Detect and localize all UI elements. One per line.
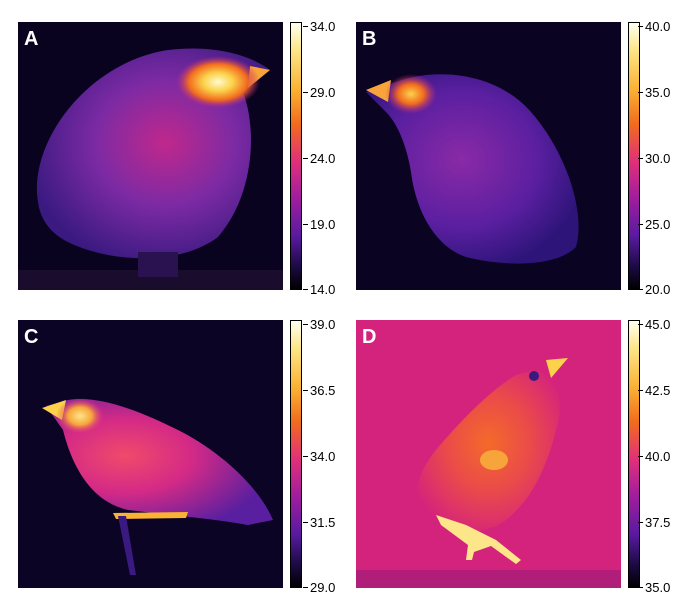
bird-thermal-b [356, 22, 621, 290]
bird-thermal-d [356, 320, 621, 588]
colorbar-b [628, 22, 640, 290]
tick-b-1: 35.0 [637, 85, 671, 100]
tick-d-3: 37.5 [637, 515, 671, 530]
colorbar-d [628, 320, 640, 588]
tick-c-1: 36.5 [302, 383, 336, 398]
thermal-image-d: D [356, 320, 621, 588]
tick-d-4: 35.0 [637, 580, 671, 595]
tick-a-1: 29.0 [302, 85, 336, 100]
panel-label-c: C [24, 326, 39, 348]
tick-c-3: 31.5 [302, 515, 336, 530]
tick-a-4: 14.0 [302, 282, 336, 297]
panel-label-b: B [362, 28, 377, 50]
colorbar-a [290, 22, 302, 290]
thermal-image-a: A [18, 22, 283, 290]
tick-d-1: 42.5 [637, 383, 671, 398]
tick-c-4: 29.0 [302, 580, 336, 595]
colorbar-c [290, 320, 302, 588]
bird-thermal-a [18, 22, 283, 290]
panel-label-d: D [362, 326, 377, 348]
tick-b-0: 40.0 [637, 19, 671, 34]
tick-a-3: 19.0 [302, 217, 336, 232]
thermal-image-c: C [18, 320, 283, 588]
bird-thermal-c [18, 320, 283, 588]
thermal-image-b: B [356, 22, 621, 290]
tick-c-0: 39.0 [302, 317, 336, 332]
tick-a-2: 24.0 [302, 151, 336, 166]
tick-d-0: 45.0 [637, 317, 671, 332]
tick-b-2: 30.0 [637, 151, 671, 166]
tick-b-3: 25.0 [637, 217, 671, 232]
tick-c-2: 34.0 [302, 449, 336, 464]
tick-b-4: 20.0 [637, 282, 671, 297]
tick-d-2: 40.0 [637, 449, 671, 464]
tick-a-0: 34.0 [302, 19, 336, 34]
panel-label-a: A [24, 28, 39, 50]
